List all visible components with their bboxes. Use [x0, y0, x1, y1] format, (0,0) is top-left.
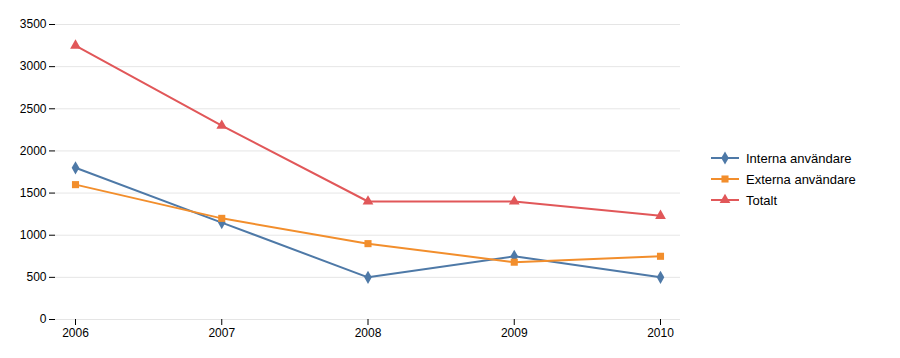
svg-text:0: 0	[40, 312, 47, 326]
svg-text:1500: 1500	[20, 186, 47, 200]
svg-text:2007: 2007	[208, 326, 235, 340]
svg-text:2500: 2500	[20, 102, 47, 116]
svg-text:2010: 2010	[647, 326, 674, 340]
svg-text:1000: 1000	[20, 228, 47, 242]
html-text:Externa användare: Externa användare	[746, 171, 856, 187]
svg-text:3000: 3000	[20, 59, 47, 73]
svg-text:2006: 2006	[62, 326, 89, 340]
html-text:Interna användare: Interna användare	[746, 150, 852, 166]
svg-text:500: 500	[26, 270, 46, 284]
svg-text:2008: 2008	[355, 326, 382, 340]
svg-text:2000: 2000	[20, 144, 47, 158]
html-text:Totalt: Totalt	[746, 192, 778, 208]
svg-text:3500: 3500	[20, 17, 47, 31]
svg-text:2009: 2009	[501, 326, 528, 340]
